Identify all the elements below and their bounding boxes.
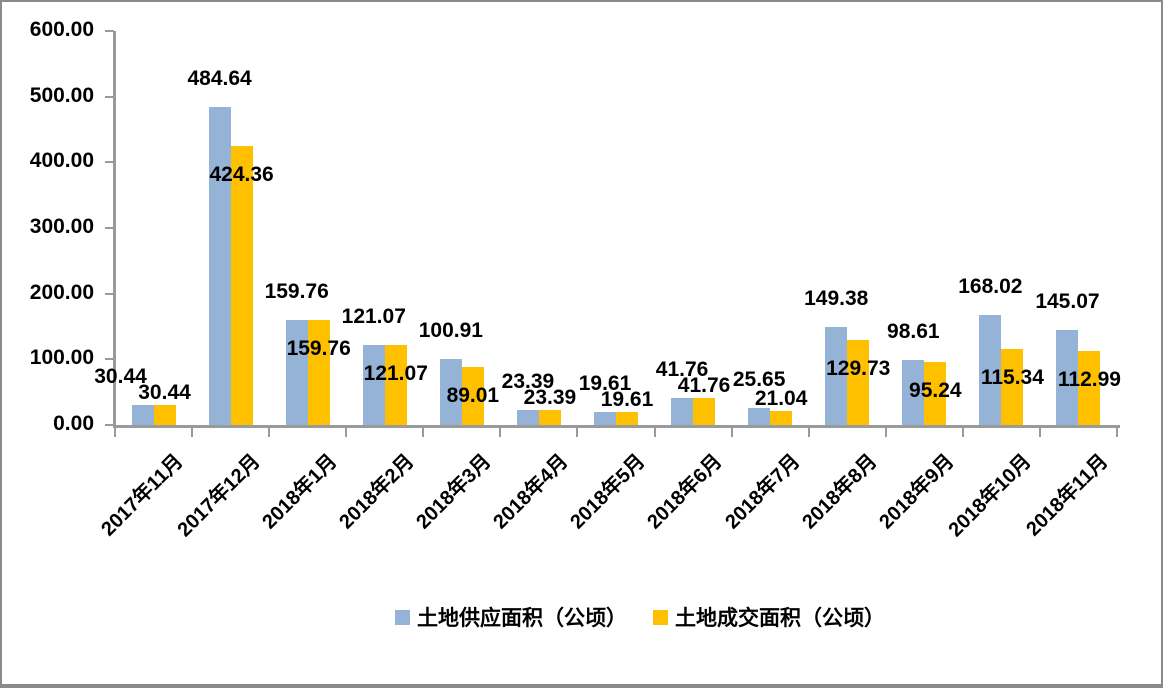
bar-transaction [1078,350,1101,425]
value-label-supply: 168.02 [958,274,1023,298]
y-axis-tick [105,30,114,32]
value-label-supply: 121.07 [341,305,406,329]
value-label-supply: 100.91 [418,318,483,342]
x-axis-category-label: 2018年3月 [412,450,496,534]
bar-supply [131,405,154,425]
bar-transaction [384,345,407,425]
y-axis-tick [105,424,114,426]
bar-supply [1056,329,1079,425]
x-axis-tick [807,428,810,437]
legend: 土地供应面积（公顷） 土地成交面积（公顷） [395,602,885,632]
y-axis-tick-label: 0.00 [53,412,94,435]
bar-transaction [616,412,638,425]
value-label-transaction: 115.34 [980,366,1044,390]
x-axis-category-label: 2018年5月 [566,450,650,534]
bar-supply [748,408,771,425]
value-label-transaction: 23.39 [523,385,577,409]
y-axis-tick [105,227,114,229]
bar-transaction [1001,349,1024,425]
bar-supply [439,358,462,425]
y-axis-tick [105,358,114,361]
bar-supply [516,409,539,425]
value-label-transaction: 121.07 [363,362,428,386]
y-axis-tick-label: 300.00 [29,215,94,238]
x-axis-tick [961,428,964,437]
bar-supply [825,326,848,425]
y-axis-tick [105,95,114,98]
x-axis-category-label: 2018年1月 [258,450,342,534]
y-axis-tick-label: 500.00 [29,83,94,107]
x-axis-tick [422,428,425,437]
value-label-supply: 149.38 [804,286,869,310]
x-axis-tick [884,428,887,437]
value-label-supply: 41.76 [655,357,709,381]
value-label-supply: 145.07 [1035,289,1100,313]
x-axis-tick [499,428,502,437]
x-axis-tick [1038,428,1041,437]
value-label-transaction: 112.99 [1057,367,1121,391]
legend-item-transaction: 土地成交面积（公顷） [653,602,885,632]
value-label-transaction: 424.36 [209,163,274,187]
value-label-supply: 98.61 [887,320,940,344]
y-axis-tick-label: 400.00 [29,149,94,173]
bar-transaction [461,366,484,425]
value-label-transaction: 19.61 [600,388,654,412]
y-axis-tick-label: 100.00 [29,346,94,370]
x-axis-tick [730,428,733,437]
x-axis-tick [191,428,194,437]
x-axis-category-label: 2018年8月 [797,450,882,534]
bar-transaction [538,409,561,425]
legend-item-supply: 土地供应面积（公顷） [395,602,627,632]
x-axis-tick [114,428,116,437]
value-label-supply: 23.39 [501,369,555,393]
value-label-supply: 484.64 [187,66,252,90]
bar-transaction [847,339,870,425]
bar-supply [902,360,925,425]
value-label-transaction: 21.04 [754,387,808,411]
value-label-transaction: 129.73 [826,356,891,380]
value-label-supply: 159.76 [264,280,329,304]
bar-transaction [153,405,176,425]
y-axis-tick-label: 200.00 [29,280,94,304]
x-axis-tick [1116,428,1118,437]
bar-transaction [924,362,947,425]
x-axis-line [113,425,1120,428]
x-axis-category-label: 2018年4月 [489,450,573,534]
legend-swatch-supply-icon [395,609,410,625]
y-axis-tick [105,161,114,164]
x-axis-category-label: 2018年6月 [643,450,727,534]
x-axis-category-label: 2018年2月 [335,450,419,534]
y-axis-tick [105,292,114,295]
bar-supply [594,412,616,425]
value-label-transaction: 95.24 [909,379,962,403]
value-label-supply: 30.44 [94,365,147,388]
value-label-supply: 25.65 [732,368,786,392]
legend-label-transaction: 土地成交面积（公顷） [675,607,885,630]
value-label-transaction: 41.76 [677,373,731,397]
legend-label-supply: 土地供应面积（公顷） [417,607,627,630]
bar-supply [285,320,308,425]
x-axis-tick [345,428,348,437]
bar-supply [362,345,385,425]
value-label-transaction: 30.44 [138,381,191,404]
bar-transaction [770,411,793,425]
y-axis-tick-label: 600.00 [29,18,94,41]
y-axis-line [113,31,116,428]
x-axis-category-label: 2018年11月 [1022,450,1113,541]
value-label-transaction: 159.76 [286,337,351,361]
bar-transaction [230,146,253,425]
x-axis-tick [576,428,579,437]
bar-supply [208,106,231,425]
bar-transaction [307,320,330,425]
bar-transaction [693,397,716,425]
x-axis-tick [653,428,656,437]
value-label-transaction: 89.01 [446,383,500,407]
bar-supply [979,314,1002,425]
legend-swatch-transaction-icon [653,609,668,625]
value-label-supply: 19.61 [578,372,632,396]
x-axis-category-label: 2018年7月 [720,450,804,534]
x-axis-tick [268,428,271,437]
bar-supply [671,397,694,425]
